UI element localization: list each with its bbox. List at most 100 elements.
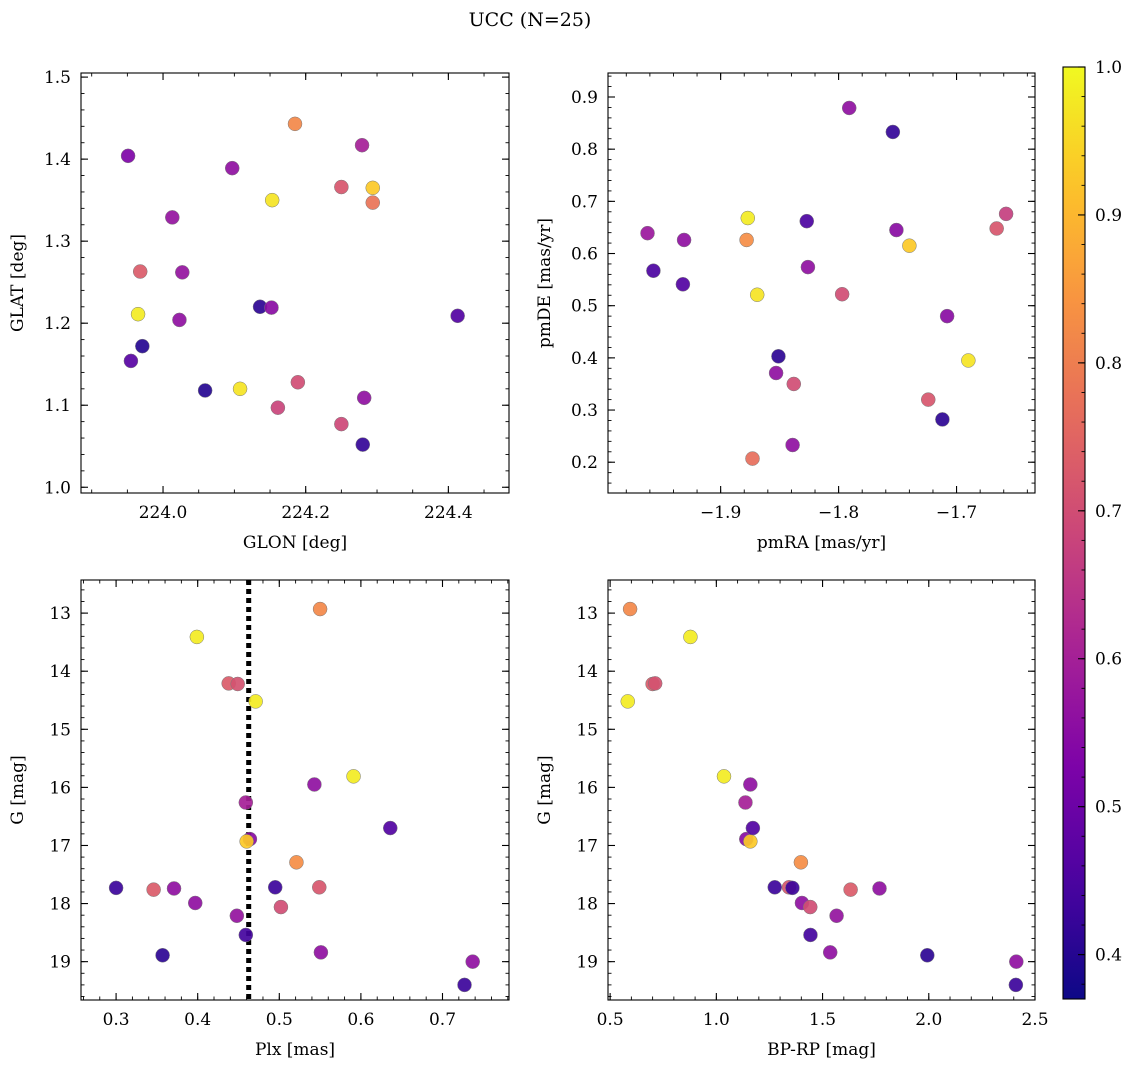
panels: 224.0 224.2 224.4 1.0 1.1 1.2 1.3 1.4 1.5 GLON [d… — [8, 68, 1049, 1060]
scatter-point — [620, 694, 636, 709]
scatter-point — [785, 437, 800, 453]
y-axis-label: G [mag] — [535, 755, 555, 824]
scatter-point — [229, 908, 245, 924]
y-tick-label: 19 — [576, 953, 598, 973]
scatter-point — [267, 880, 283, 895]
panel-3: 0.3 0.4 0.5 0.6 0.7 13 14 15 16 17 18 19 Plx [mas] G … — [8, 579, 510, 1060]
colorbar-tick-label: 0.9 — [1095, 206, 1122, 226]
scatter-point — [155, 948, 170, 963]
y-tick-label: 18 — [576, 895, 598, 915]
scatter-point — [961, 353, 976, 368]
scatter-point — [356, 390, 372, 406]
scatter-point — [767, 880, 783, 895]
colorbar-tick-label: 0.5 — [1095, 798, 1122, 818]
x-tick-label: 0.4 — [184, 1010, 211, 1030]
panel-1: 224.0 224.2 224.4 1.0 1.1 1.2 1.3 1.4 1.5 GLON [d… — [8, 68, 510, 553]
scatter-point — [270, 400, 286, 415]
scatter-point — [740, 210, 756, 226]
x-axis-label: GLON [deg] — [243, 533, 347, 553]
x-tick-label: −1.8 — [818, 503, 859, 523]
scatter-point — [749, 287, 765, 302]
scatter-point — [920, 948, 935, 963]
panel-4: 0.5 1.0 1.5 2.0 2.5 13 14 15 16 17 18 19 BP-RP [mag]… — [535, 579, 1049, 1060]
scatter-point — [287, 116, 303, 132]
scatter-point — [383, 820, 398, 836]
major-ticks — [608, 73, 1035, 493]
major-ticks — [81, 73, 509, 493]
colorbar-tick-label: 0.6 — [1095, 650, 1122, 670]
scatter-points — [108, 601, 480, 993]
axes-frame — [607, 72, 1036, 494]
scatter-point — [743, 777, 758, 792]
scatter-point — [675, 277, 691, 292]
scatter-point — [232, 381, 248, 397]
scatter-point — [465, 954, 480, 969]
scatter-point — [230, 676, 245, 692]
y-tick-label: 0.9 — [571, 88, 598, 108]
scatter-point — [872, 881, 887, 896]
y-tick-label: 19 — [49, 953, 71, 973]
scatter-point — [312, 601, 328, 617]
x-axis-label: Plx [mas] — [255, 1040, 335, 1060]
y-tick-label: 15 — [576, 720, 598, 740]
scatter-point — [786, 376, 802, 392]
x-tick-label: 1.0 — [703, 1010, 730, 1030]
colorbar-tick-label: 0.7 — [1095, 502, 1122, 522]
y-axis-label: G [mag] — [8, 755, 28, 824]
scatter-point — [334, 416, 349, 432]
scatter-point — [120, 148, 136, 164]
x-tick-label: −1.9 — [700, 503, 741, 523]
scatter-point — [998, 206, 1014, 222]
scatter-point — [800, 259, 816, 275]
y-axis-label: pmDE [mas/yr] — [535, 218, 555, 348]
scatter-point — [289, 855, 304, 870]
y-tick-label: 0.6 — [571, 245, 598, 265]
scatter-points — [620, 601, 1024, 993]
scatter-point — [130, 306, 146, 322]
scatter-point — [365, 195, 381, 210]
scatter-point — [771, 349, 786, 364]
y-tick-label: 16 — [576, 778, 598, 798]
minor-ticks — [608, 580, 1036, 1000]
scatter-point — [646, 263, 661, 278]
figure-title: UCC (N=25) — [469, 9, 592, 31]
scatter-point — [799, 213, 815, 229]
y-tick-label: 13 — [576, 604, 598, 624]
y-axis-label: GLAT [deg] — [8, 234, 28, 332]
scatter-point — [902, 238, 917, 253]
scatter-point — [248, 694, 263, 709]
scatter-point — [238, 795, 254, 810]
scatter-point — [935, 412, 950, 427]
y-tick-label: 0.2 — [571, 453, 598, 473]
y-tick-label: 16 — [49, 778, 71, 798]
scatter-point — [647, 676, 663, 691]
scatter-point — [739, 232, 754, 248]
scatter-point — [187, 895, 203, 911]
y-tick-label: 0.3 — [571, 401, 598, 421]
scatter-point — [803, 927, 818, 943]
scatter-point — [312, 880, 327, 895]
y-tick-label: 1.1 — [44, 396, 71, 416]
scatter-point — [175, 265, 190, 280]
scatter-point — [885, 124, 901, 140]
y-tick-label: 0.7 — [571, 192, 598, 212]
scatter-point — [768, 365, 784, 381]
axes-frame — [80, 579, 510, 1001]
y-tick-label: 0.5 — [571, 297, 598, 317]
axes-frame — [80, 72, 510, 494]
x-tick-label: 224.2 — [281, 503, 330, 523]
scatter-point — [346, 769, 361, 784]
axes-frame — [607, 579, 1036, 1001]
scatter-point — [238, 927, 254, 943]
y-tick-label: 0.4 — [571, 349, 598, 369]
x-tick-label: 2.5 — [1021, 1010, 1048, 1030]
scatter-point — [716, 769, 732, 784]
major-ticks — [608, 580, 1036, 1000]
scatter-point — [785, 880, 800, 896]
x-tick-label: 0.3 — [103, 1010, 130, 1030]
scatter-points — [120, 116, 465, 452]
scatter-point — [802, 899, 818, 915]
scatter-point — [841, 100, 857, 116]
scatter-point — [273, 899, 289, 915]
